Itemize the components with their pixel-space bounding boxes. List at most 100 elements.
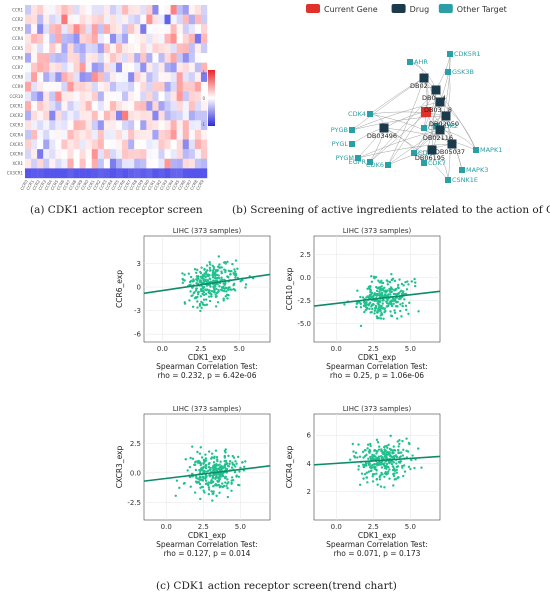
scatter-point	[226, 297, 229, 300]
colorbar-label-low: -1	[201, 122, 205, 127]
scatter-point	[205, 303, 209, 306]
heatmap-row-label: CCR5	[12, 46, 23, 51]
heatmap-cell	[79, 33, 86, 44]
scatter-point	[221, 286, 225, 290]
scatter-point	[383, 486, 386, 489]
heatmap-cell	[116, 149, 123, 159]
scatter-point	[363, 310, 366, 314]
y-axis-label: CXCR4_exp	[285, 446, 294, 489]
scatter-point	[393, 297, 397, 301]
scatter-point	[388, 477, 391, 480]
heatmap-cell	[134, 168, 141, 179]
scatter-point	[388, 280, 392, 284]
legend-label: Current Gene	[324, 5, 378, 14]
heatmap-cell	[158, 14, 165, 25]
scatter-point	[225, 484, 228, 488]
heatmap-cell	[140, 81, 147, 92]
scatter-point	[390, 278, 393, 282]
scatter-point	[399, 303, 402, 306]
scatter-point	[354, 451, 358, 454]
scatter-point	[223, 449, 227, 453]
scatter-point	[197, 275, 200, 278]
heatmap-cell	[182, 53, 189, 63]
scatter-point	[202, 281, 206, 284]
scatter-point	[392, 445, 395, 448]
y-tick-label: 0.0	[300, 274, 311, 282]
heatmap-cell	[91, 149, 98, 159]
heatmap-cell	[170, 101, 177, 111]
heatmap-cell	[140, 110, 147, 121]
heatmap-cell	[158, 139, 165, 150]
heatmap-cell	[170, 120, 177, 131]
scatter-point	[374, 306, 378, 310]
scatter-point	[208, 266, 212, 270]
scatter-point	[370, 293, 373, 296]
scatter-point	[220, 276, 223, 279]
heatmap-cell	[97, 168, 105, 179]
heatmap-cell	[176, 24, 183, 35]
scatter-point	[363, 472, 367, 476]
scatter-point	[392, 484, 395, 487]
scatter-point	[406, 450, 410, 453]
scatter-point	[380, 466, 384, 469]
heatmap-cell	[31, 5, 38, 15]
x-tick-label: 5.0	[405, 523, 416, 531]
scatter-point	[188, 299, 191, 302]
scatter-cxcr4: LIHC (373 samples) 0.0 2.5 5.0 6 4 2 CDK1_exp CX…	[285, 405, 441, 558]
heatmap-cell	[31, 14, 38, 25]
scatter-point	[204, 453, 207, 456]
heatmap-cell	[85, 139, 92, 150]
heatmap-cell	[67, 101, 74, 111]
heatmap-cell	[97, 43, 105, 54]
y-tick-label: -3	[134, 307, 141, 315]
scatter-point	[389, 434, 392, 438]
target-label: PYGB	[331, 126, 348, 134]
scatter-point	[205, 475, 208, 478]
scatter-point	[212, 268, 216, 271]
heatmap-cell	[146, 91, 153, 102]
heatmap-col-label: CCR8	[189, 179, 199, 191]
scatter-point	[202, 291, 206, 294]
drug-node	[419, 73, 429, 83]
heatmap-cell	[182, 139, 189, 150]
scatter-point	[188, 465, 192, 469]
heatmap-cell	[170, 62, 177, 73]
scatter-point	[232, 456, 236, 459]
scatter-point	[397, 476, 400, 479]
heatmap-cell	[37, 24, 44, 35]
heatmap-cell	[176, 149, 183, 159]
heatmap-cell	[194, 62, 202, 73]
heatmap-cell	[152, 91, 159, 102]
scatter-point	[223, 287, 226, 290]
scatter-point	[380, 285, 383, 288]
target-node	[445, 177, 451, 183]
heatmap-cell	[31, 101, 38, 111]
heatmap-cell	[158, 158, 165, 169]
network-edge	[351, 115, 447, 131]
scatter-point	[211, 480, 214, 484]
heatmap-cell	[25, 149, 32, 159]
scatter-point	[392, 465, 395, 468]
heatmap-cell	[43, 158, 50, 169]
heatmap-cell	[176, 81, 183, 92]
heatmap-cell	[85, 5, 92, 15]
heatmap-cell	[73, 120, 80, 131]
scatter-point	[396, 305, 399, 308]
heatmap-cell	[128, 81, 135, 92]
heatmap-cell	[140, 43, 147, 54]
scatter-point	[198, 279, 202, 282]
heatmap-cell	[152, 101, 159, 111]
heatmap-cell	[25, 120, 32, 131]
heatmap-cell	[140, 168, 147, 179]
caption-b: (b) Screening of active ingredients rela…	[232, 204, 550, 216]
heatmap-cell	[176, 101, 183, 111]
scatter-point	[372, 275, 376, 279]
scatter-point	[390, 272, 393, 276]
trend-line	[143, 465, 271, 482]
scatter-point	[230, 479, 233, 482]
heatmap-cell	[122, 158, 129, 169]
heatmap-cell	[194, 33, 202, 44]
scatter-point	[370, 305, 373, 308]
heatmap-cell	[188, 81, 196, 92]
heatmap-cell	[91, 53, 98, 63]
